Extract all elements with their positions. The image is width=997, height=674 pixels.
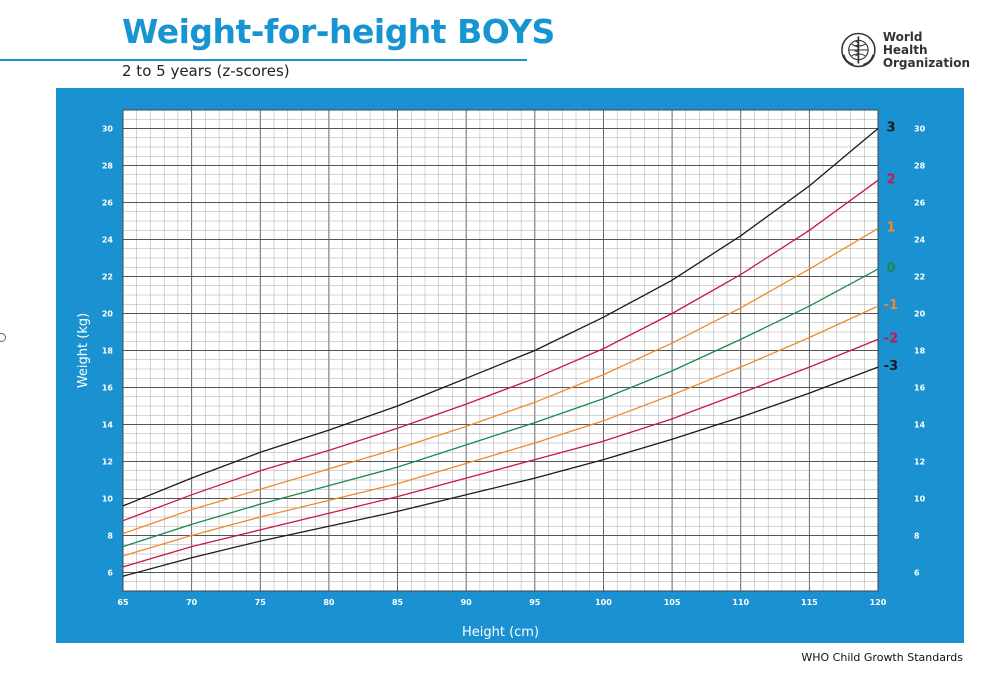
who-logo-line2: Organization [882, 55, 970, 70]
x-tick-label: 95 [529, 598, 541, 607]
who-logo-line1: World Health [882, 29, 928, 57]
y-tick-label-right: 24 [914, 236, 926, 245]
plot-border [122, 109, 879, 592]
page-subtitle: 2 to 5 years (z-scores) [122, 62, 290, 80]
who-emblem-icon [841, 32, 876, 68]
x-tick-label: 65 [117, 598, 129, 607]
y-tick-label-left: 28 [102, 162, 114, 171]
series-line-z-1 [122, 305, 879, 557]
x-axis-label: Height (cm) [462, 625, 539, 640]
series-label-z-3: -3 [884, 359, 898, 374]
x-tick-label: 80 [323, 598, 335, 607]
who-logo: World Health Organization [840, 30, 970, 70]
x-tick-label: 90 [461, 598, 473, 607]
y-tick-label-right: 14 [914, 421, 926, 430]
series-label-z1: 1 [886, 220, 895, 235]
x-tick-label: 100 [595, 598, 612, 607]
y-tick-label-right: 30 [914, 125, 926, 134]
y-tick-label-left: 12 [102, 458, 113, 467]
series-labels: 3 2 1 0 -1 -2 -3 [884, 121, 898, 375]
y-axis-label: Weight (kg) [76, 313, 91, 388]
y-tick-label-left: 16 [102, 384, 114, 393]
series-label-z3: 3 [886, 121, 895, 136]
y-tick-label-left: 6 [107, 569, 113, 578]
y-tick-label-left: 26 [102, 199, 114, 208]
who-logo-text: World Health Organization [882, 29, 970, 70]
y-tick-label-left: 10 [102, 495, 114, 504]
footer-credit: WHO Child Growth Standards [801, 651, 963, 664]
edge-circle-icon [0, 333, 6, 342]
y-tick-label-left: 18 [102, 347, 114, 356]
y-tick-label-left: 30 [102, 125, 114, 134]
series-label-z0: 0 [886, 261, 895, 276]
x-tick-label: 85 [392, 598, 404, 607]
series-label-z2: 2 [886, 172, 895, 187]
series-label-z-2: -2 [884, 331, 898, 346]
series-line-z2 [122, 179, 879, 522]
series-line-z-3 [122, 366, 879, 577]
y-tick-label-right: 12 [914, 458, 925, 467]
series-line-z-2 [122, 338, 879, 568]
x-tick-label: 115 [801, 598, 818, 607]
page-title: Weight-for-height BOYS [122, 12, 555, 51]
x-tick-label: 105 [664, 598, 681, 607]
y-tick-label-right: 6 [914, 569, 920, 578]
series-label-z-1: -1 [884, 298, 898, 313]
y-tick-label-right: 22 [914, 273, 925, 282]
x-tick-label: 70 [186, 598, 198, 607]
y-tick-label-left: 24 [102, 236, 114, 245]
chart-panel: 65 70 75 80 85 90 95 100 105 110 115 120 6 6 8 8 10 10 12 1… [56, 88, 964, 643]
x-tick-label: 110 [732, 598, 749, 607]
y-tick-label-right: 20 [914, 310, 926, 319]
y-tick-label-right: 18 [914, 347, 926, 356]
y-tick-label-left: 14 [102, 421, 114, 430]
y-tick-label-left: 20 [102, 310, 114, 319]
x-tick-label: 120 [870, 598, 887, 607]
series-line-z1 [122, 227, 879, 535]
y-tick-label-left: 8 [107, 532, 113, 541]
y-tick-label-right: 28 [914, 162, 926, 171]
y-tick-label-right: 8 [914, 532, 920, 541]
series-line-z0 [122, 268, 879, 548]
title-underline [0, 59, 527, 61]
y-tick-label-left: 22 [102, 273, 113, 282]
series-line-z3 [122, 128, 879, 507]
y-tick-label-right: 10 [914, 495, 926, 504]
chart-series [122, 128, 879, 577]
x-tick-label: 75 [255, 598, 267, 607]
y-tick-label-right: 16 [914, 384, 926, 393]
y-tick-label-right: 26 [914, 199, 926, 208]
